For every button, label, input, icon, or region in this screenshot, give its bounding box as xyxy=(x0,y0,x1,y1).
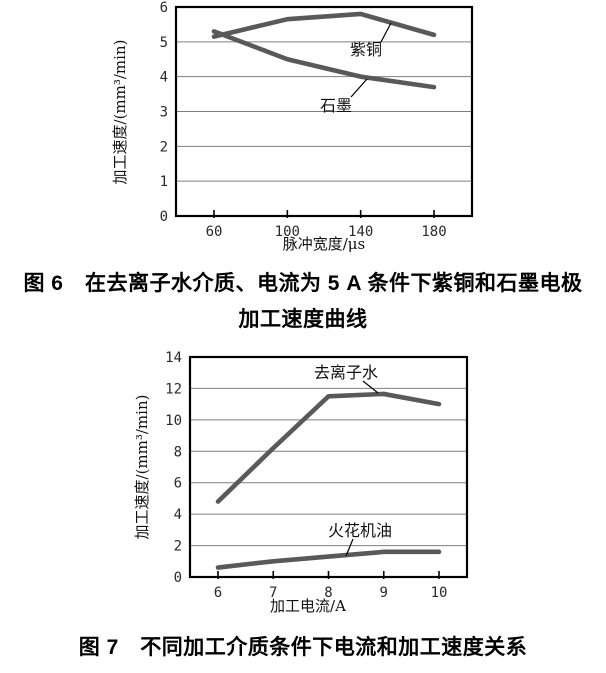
y-tick-label: 8 xyxy=(174,444,182,460)
series-line-1 xyxy=(211,29,437,90)
series-label-1: 石墨 xyxy=(320,96,352,115)
series-line-0 xyxy=(211,11,437,39)
y-tick-label: 6 xyxy=(174,476,182,492)
x-tick-label: 180 xyxy=(421,224,446,240)
y-tick-label: 12 xyxy=(165,381,182,397)
y-tick-label: 2 xyxy=(160,139,168,155)
plot-frame xyxy=(174,5,474,218)
series-label-leader-0 xyxy=(380,22,392,43)
series-label-1: 火花机油 xyxy=(328,521,392,540)
series-label-0: 紫铜 xyxy=(350,40,382,59)
x-tick-label: 6 xyxy=(214,585,222,601)
series-label-leader-1 xyxy=(345,538,354,557)
y-tick-label: 0 xyxy=(160,209,168,225)
y-tick-label: 10 xyxy=(165,413,182,429)
y-tick-label: 2 xyxy=(174,539,182,555)
series-label-0: 去离子水 xyxy=(314,363,378,382)
x-tick-label: 7 xyxy=(269,585,277,601)
x-axis-title: 加工电流/A xyxy=(270,597,346,615)
y-tick-label: 4 xyxy=(174,507,182,523)
series-label-leader-0 xyxy=(362,380,379,394)
y-tick-label: 4 xyxy=(160,70,168,86)
series-line-1 xyxy=(215,549,442,570)
x-tick-label: 140 xyxy=(348,224,373,240)
y-tick-label: 3 xyxy=(160,105,168,121)
y-axis-title: 加工速度/(mm³/min) xyxy=(111,40,129,185)
series-line-0 xyxy=(215,391,442,504)
y-tick-label: 14 xyxy=(165,350,182,366)
x-tick-label: 10 xyxy=(431,585,448,601)
y-axis-title: 加工速度/(mm³/min) xyxy=(133,395,151,540)
y-tick-label: 1 xyxy=(160,174,168,190)
figure6-caption-line1: 图 6 在去离子水介质、电流为 5 A 条件下紫铜和石墨电极 xyxy=(23,272,583,295)
y-tick-label: 6 xyxy=(160,0,168,16)
plot-frame xyxy=(188,355,469,579)
figure6-caption-line2: 加工速度曲线 xyxy=(238,308,368,331)
series-label-leader-1 xyxy=(350,78,368,98)
x-tick-label: 8 xyxy=(324,585,332,601)
y-tick-label: 0 xyxy=(174,570,182,586)
figure6-caption: 图 6 在去离子水介质、电流为 5 A 条件下紫铜和石墨电极 加工速度曲线 xyxy=(0,266,606,338)
x-tick-label: 60 xyxy=(206,224,223,240)
figure7-caption: 图 7 不同加工介质条件下电流和加工速度关系 xyxy=(78,636,528,659)
y-tick-label: 5 xyxy=(160,35,168,51)
x-tick-label: 100 xyxy=(275,224,300,240)
x-tick-label: 9 xyxy=(380,585,388,601)
x-axis-title: 脉冲宽度/μs xyxy=(283,235,366,253)
